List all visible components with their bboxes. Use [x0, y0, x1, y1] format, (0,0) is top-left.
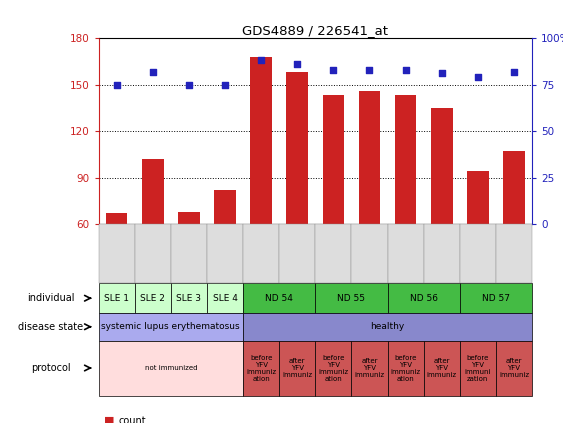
Bar	[178, 212, 200, 224]
Point	[257, 57, 266, 64]
Text: count: count	[118, 416, 146, 423]
Text: before
YFV
immuni
zation: before YFV immuni zation	[464, 354, 491, 382]
Text: not immunized: not immunized	[145, 365, 197, 371]
Point	[221, 81, 230, 88]
Text: after
YFV
immuniz: after YFV immuniz	[499, 358, 529, 378]
Text: systemic lupus erythematosus: systemic lupus erythematosus	[101, 322, 240, 331]
Text: SLE 3: SLE 3	[176, 294, 202, 303]
Text: ND 54: ND 54	[265, 294, 293, 303]
Text: disease state: disease state	[18, 322, 83, 332]
Bar	[395, 96, 417, 224]
Point	[473, 74, 482, 80]
Bar	[287, 72, 308, 224]
Bar	[359, 91, 381, 224]
Point	[510, 68, 519, 75]
Text: after
YFV
immuniz: after YFV immuniz	[354, 358, 385, 378]
Point	[329, 66, 338, 73]
Text: before
YFV
immuniz
ation: before YFV immuniz ation	[318, 354, 348, 382]
Text: protocol: protocol	[31, 363, 70, 373]
Bar	[106, 213, 127, 224]
Text: individual: individual	[27, 293, 74, 303]
Point	[293, 61, 302, 68]
Text: before
YFV
immuniz
ation: before YFV immuniz ation	[391, 354, 421, 382]
Text: SLE 2: SLE 2	[140, 294, 165, 303]
Text: SLE 4: SLE 4	[212, 294, 238, 303]
Text: before
YFV
immuniz
ation: before YFV immuniz ation	[246, 354, 276, 382]
Point	[112, 81, 121, 88]
Text: after
YFV
immuniz: after YFV immuniz	[427, 358, 457, 378]
Bar	[431, 108, 453, 224]
Text: SLE 1: SLE 1	[104, 294, 129, 303]
Text: ND 56: ND 56	[410, 294, 437, 303]
Text: ■: ■	[104, 416, 115, 423]
Point	[437, 70, 446, 77]
Text: healthy: healthy	[370, 322, 405, 331]
Bar	[323, 96, 344, 224]
Bar	[142, 159, 164, 224]
Point	[148, 68, 157, 75]
Bar	[251, 57, 272, 224]
Point	[401, 66, 410, 73]
Text: ND 55: ND 55	[337, 294, 365, 303]
Bar	[214, 190, 236, 224]
Point	[184, 81, 193, 88]
Text: after
YFV
immuniz: after YFV immuniz	[282, 358, 312, 378]
Text: ND 57: ND 57	[482, 294, 510, 303]
Point	[365, 66, 374, 73]
Title: GDS4889 / 226541_at: GDS4889 / 226541_at	[242, 24, 388, 37]
Bar	[503, 151, 525, 224]
Bar	[467, 171, 489, 224]
